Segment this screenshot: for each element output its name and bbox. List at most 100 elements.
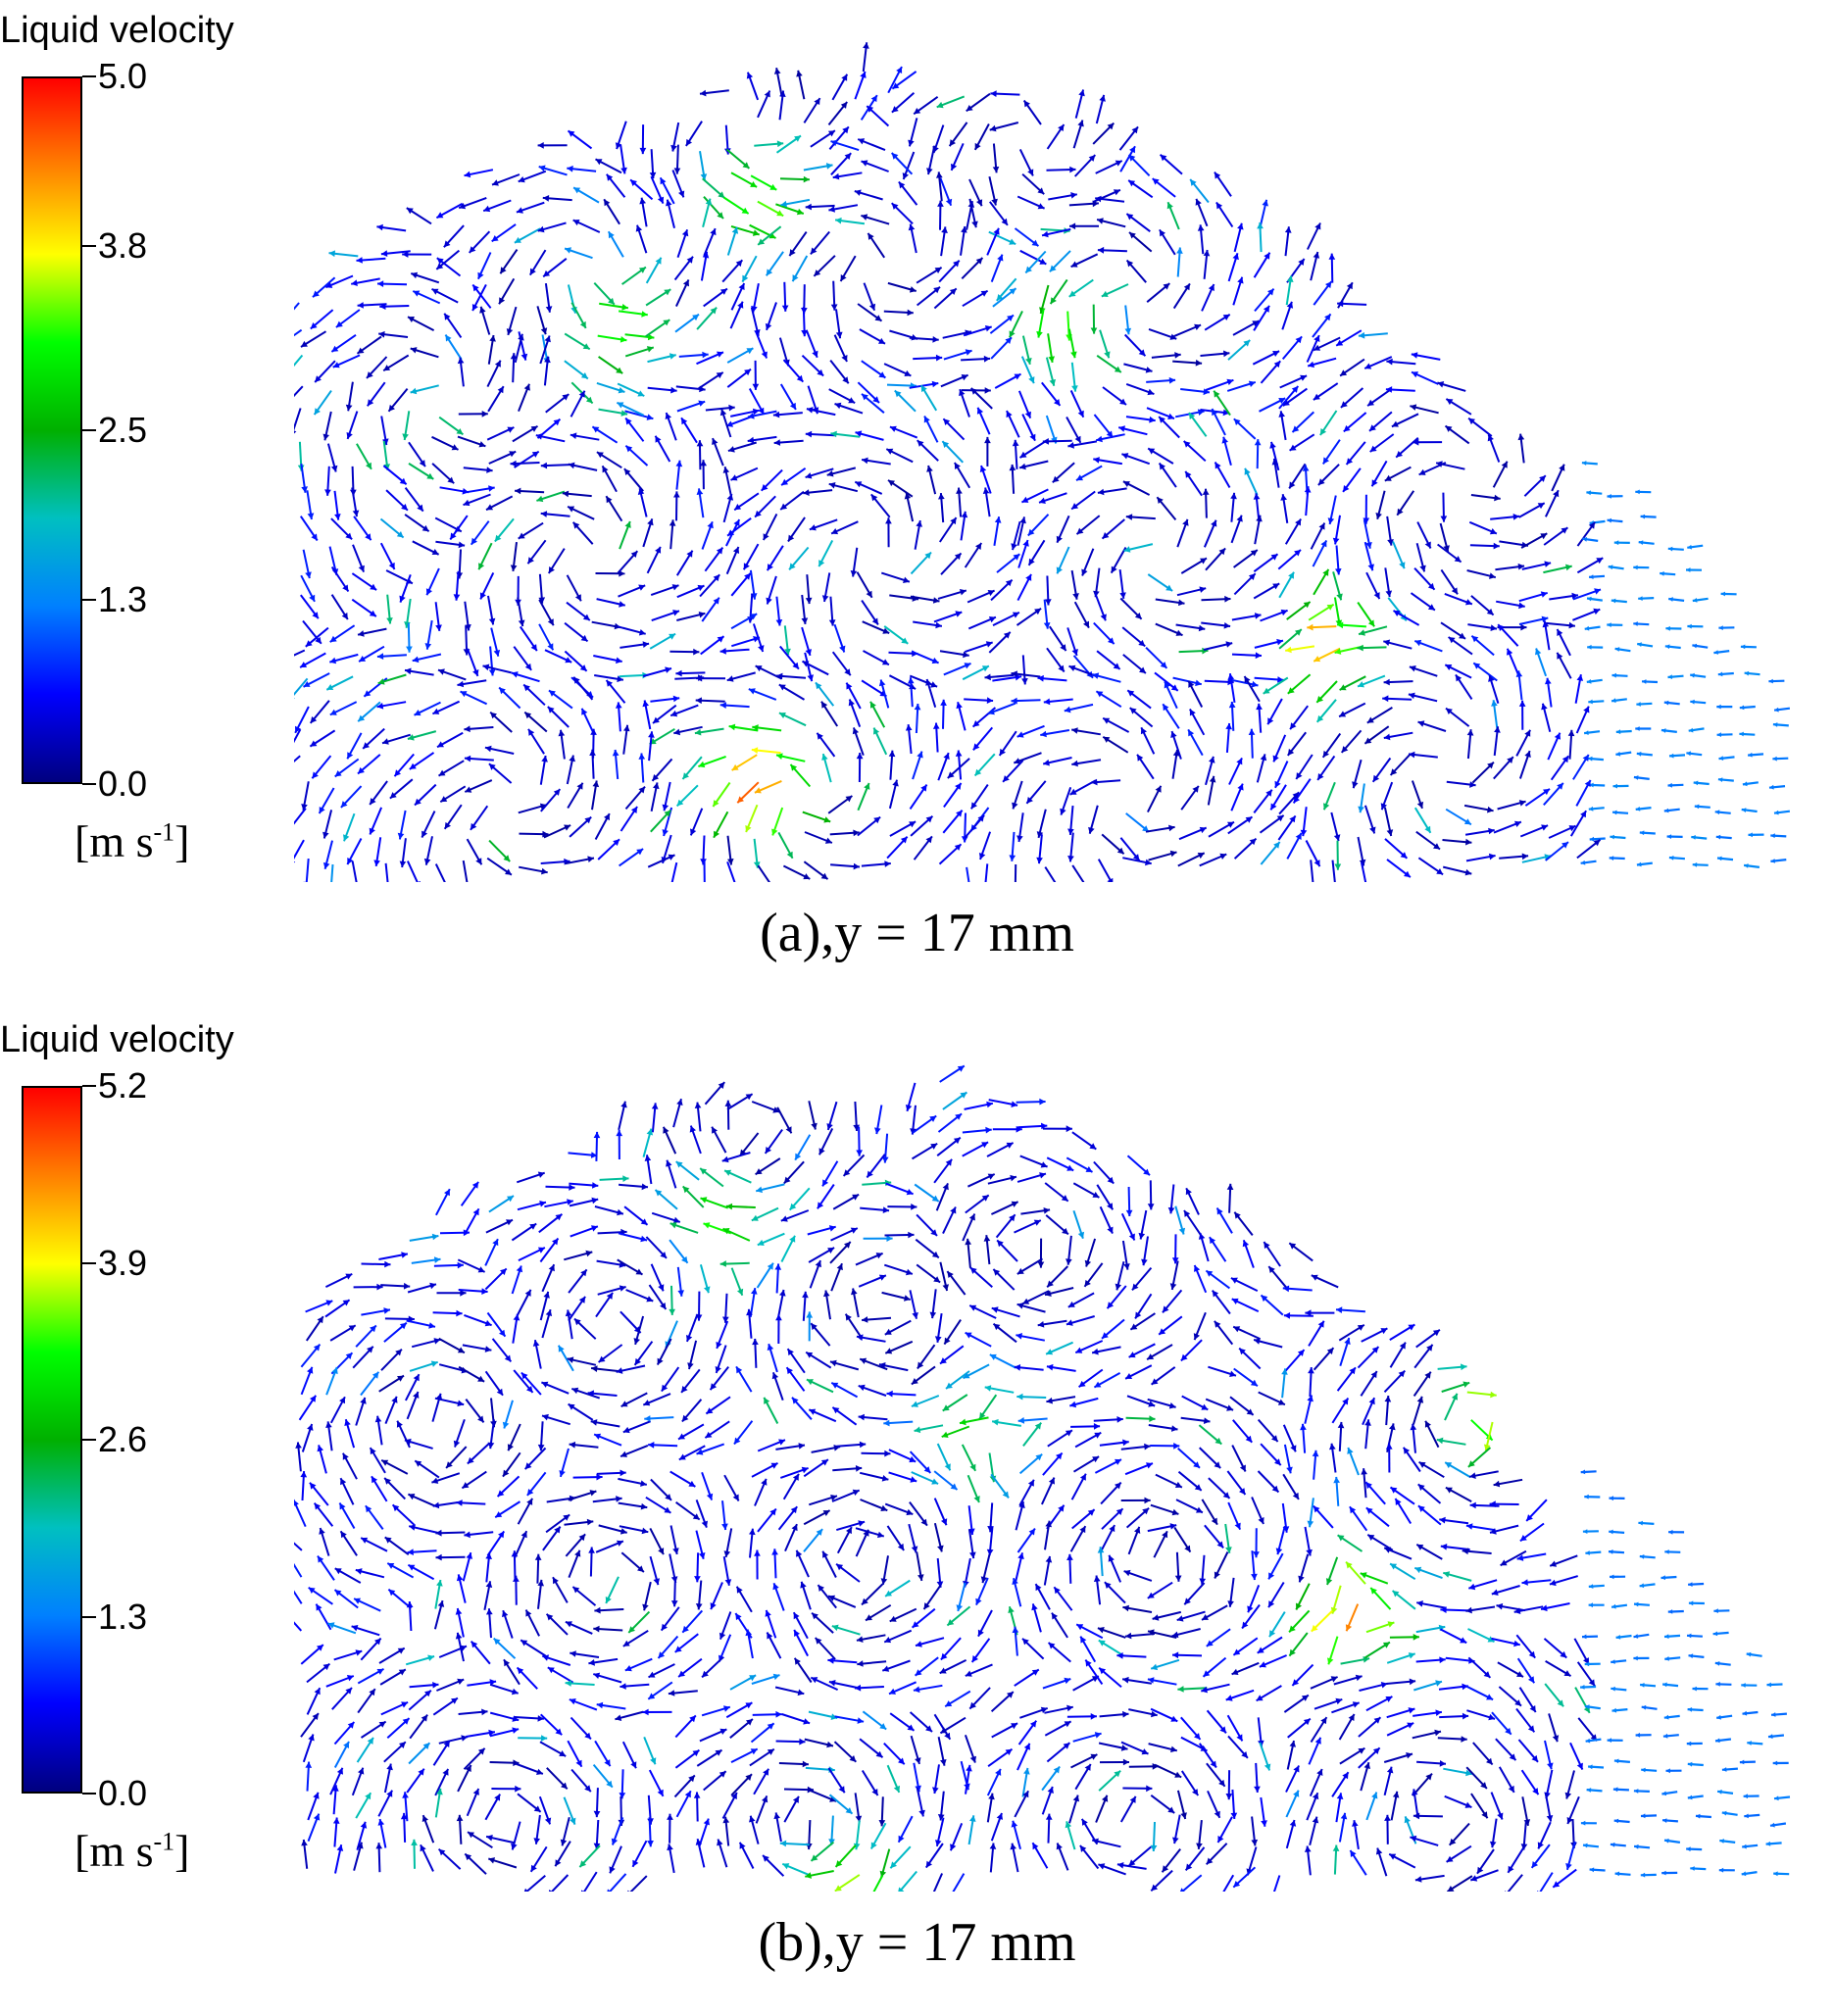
velocity-vector-head <box>637 488 645 495</box>
velocity-vector-head <box>520 1372 528 1380</box>
velocity-vector-head <box>902 172 909 179</box>
velocity-vector-head <box>471 537 477 545</box>
velocity-vector-head <box>1127 690 1135 697</box>
velocity-vector-head <box>853 1124 860 1131</box>
velocity-vector-head <box>334 514 341 520</box>
velocity-vector-head <box>1382 1642 1390 1648</box>
velocity-vector-head <box>309 594 316 602</box>
velocity-vector-head <box>1282 399 1290 406</box>
velocity-vector-head <box>1466 729 1474 736</box>
velocity-vector-head <box>753 636 760 643</box>
velocity-vector-head <box>1445 1487 1453 1494</box>
velocity-vector-head <box>870 701 876 709</box>
velocity-vector-head <box>322 433 329 441</box>
velocity-vector-head <box>542 1413 549 1421</box>
velocity-vector-head <box>383 365 391 371</box>
velocity-vector-head <box>584 1732 591 1740</box>
velocity-vector-head <box>1324 314 1331 321</box>
velocity-vector-head <box>553 789 561 796</box>
velocity-vector-head <box>1468 418 1475 425</box>
velocity-vector-head <box>957 1065 965 1072</box>
velocity-vector-head <box>546 1613 554 1621</box>
velocity-vector-head <box>504 1354 512 1362</box>
velocity-vector-head <box>985 641 993 648</box>
velocity-vector-head <box>1371 1347 1379 1353</box>
velocity-vector-head <box>507 1444 514 1451</box>
velocity-vector-head <box>630 179 637 186</box>
velocity-vector-head <box>861 214 868 221</box>
velocity-vector-head <box>926 168 933 174</box>
velocity-vector-head <box>1237 783 1244 791</box>
velocity-vector-head <box>1077 120 1084 127</box>
velocity-vector-head <box>1608 565 1613 570</box>
velocity-vector-head <box>1126 214 1134 221</box>
velocity-vector-head <box>536 1768 543 1775</box>
velocity-vector-head <box>526 1498 533 1505</box>
velocity-vector-head <box>733 519 740 527</box>
velocity-vector-head <box>1214 172 1221 179</box>
velocity-vector-head <box>1214 1571 1220 1579</box>
velocity-vector-head <box>1121 453 1129 460</box>
velocity-vector-head <box>1456 674 1462 682</box>
velocity-vector-head <box>908 139 915 147</box>
velocity-vector-head <box>431 1233 439 1241</box>
velocity-vector-head <box>1541 1604 1548 1612</box>
velocity-vector-head <box>1407 1722 1414 1729</box>
velocity-vector-head <box>897 1543 905 1550</box>
velocity-vector-head <box>1489 1500 1496 1507</box>
velocity-vector <box>294 408 302 431</box>
velocity-vector-head <box>969 1755 976 1763</box>
velocity-vector-head <box>1667 546 1673 552</box>
velocity-vector-head <box>574 594 581 602</box>
velocity-vector-head <box>598 1355 606 1362</box>
velocity-vector-head <box>567 1356 574 1363</box>
velocity-vector-head <box>867 1170 873 1178</box>
velocity-vector-head <box>1635 489 1640 495</box>
velocity-vector-head <box>638 753 646 760</box>
velocity-vector-head <box>700 460 707 467</box>
velocity-vector-head <box>681 1414 689 1422</box>
velocity-vector-head <box>1314 335 1320 342</box>
velocity-vector-head <box>642 1603 649 1611</box>
velocity-vector-head <box>856 1150 863 1156</box>
velocity-vector-head <box>805 472 813 479</box>
velocity-vector-head <box>1390 1563 1398 1570</box>
velocity-vector-head <box>1259 1661 1266 1668</box>
velocity-vector-head <box>624 521 631 528</box>
velocity-vector-head <box>345 404 353 412</box>
velocity-vector-head <box>994 516 1002 523</box>
velocity-vector-head <box>359 656 367 662</box>
velocity-vector-head <box>1047 1280 1054 1288</box>
velocity-vector-head <box>1327 517 1335 524</box>
velocity-vector-head <box>511 1550 519 1557</box>
velocity-vector-head <box>670 144 677 152</box>
velocity-vector-head <box>325 1421 332 1428</box>
velocity-vector-head <box>532 1340 540 1347</box>
velocity-vector-head <box>1295 336 1303 344</box>
velocity-vector-head <box>363 742 370 749</box>
velocity-vector-head <box>1496 1602 1504 1610</box>
velocity-vector-head <box>1241 1751 1248 1758</box>
velocity-vector-head <box>983 1235 991 1242</box>
velocity-vector-head <box>993 1323 1001 1331</box>
velocity-vector-head <box>1178 599 1185 607</box>
velocity-vector-head <box>1633 1655 1638 1661</box>
velocity-vector-head <box>1170 731 1177 738</box>
velocity-vector-head <box>310 322 318 329</box>
velocity-vector-head <box>1668 1529 1673 1535</box>
velocity-vector-head <box>892 779 899 787</box>
velocity-vector-head <box>1348 1714 1355 1721</box>
velocity-vector-head <box>826 1123 833 1130</box>
velocity-vector-head <box>1330 1606 1338 1614</box>
velocity-vector-head <box>488 617 496 625</box>
velocity-vector-head <box>1639 830 1645 836</box>
velocity-vector-head <box>510 565 518 571</box>
velocity-vector-head <box>370 1325 376 1333</box>
velocity-vector-head <box>700 173 708 180</box>
velocity-vector-head <box>817 732 823 740</box>
velocity-vector-head <box>842 376 849 384</box>
velocity-vector-head <box>1261 1295 1268 1303</box>
velocity-vector-head <box>1610 1574 1614 1580</box>
velocity-vector-head <box>499 1329 506 1337</box>
velocity-vector-head <box>1169 1523 1177 1530</box>
